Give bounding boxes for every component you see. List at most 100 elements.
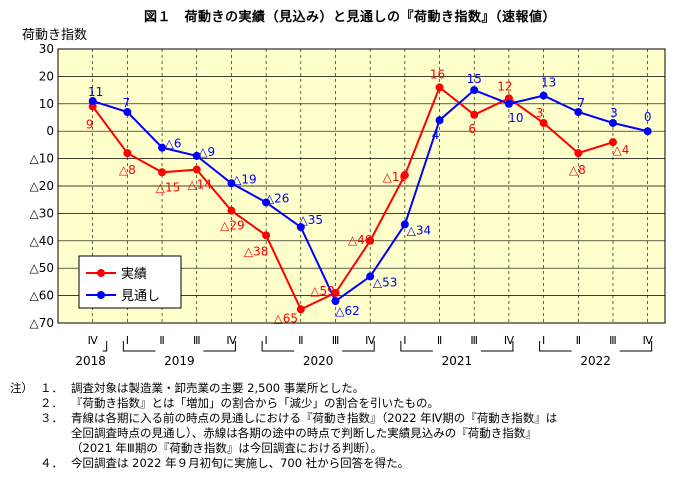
data-label: △8	[119, 163, 136, 177]
data-label: △4	[613, 143, 630, 157]
footnote-line: 注） １． 調査対象は製造業・卸売業の主要 2,500 事業所とした。	[10, 381, 695, 396]
data-label: △9	[198, 145, 215, 159]
footnote-number: １．	[40, 381, 63, 395]
year-bracket	[102, 341, 108, 352]
data-label: △8	[569, 163, 586, 177]
data-labels: 9 △8 △15 △14 △29 △38 △65 △59 △40 △16 16 6 12 3 △8 △4 11 7…	[86, 67, 652, 325]
data-point	[123, 149, 132, 158]
year-label: 2019	[164, 354, 195, 368]
year-bracket	[122, 341, 156, 352]
x-tick-label: Ⅳ	[226, 334, 237, 347]
data-label: 16	[430, 67, 445, 81]
y-tick-label: △30	[30, 206, 55, 220]
series-points	[88, 83, 652, 314]
legend-marker-1	[97, 291, 105, 299]
y-axis: 30 20 10 0 △10 △20 △30 △40 △50 △60 △70	[30, 42, 55, 330]
data-label: 15	[467, 72, 482, 86]
data-label: 13	[541, 76, 556, 90]
data-label: △26	[265, 191, 290, 205]
footnote-text: （2021 年Ⅲ期の『荷動き指数』は今回調査における判断）。	[71, 441, 383, 455]
data-point	[296, 223, 305, 232]
footnote-line: ４． 今回調査は 2022 年９月初旬に実施し、700 社から回答を得た。	[10, 456, 695, 471]
data-label: 12	[497, 79, 512, 93]
year-bracket	[342, 341, 375, 352]
y-tick-label: △40	[30, 234, 55, 248]
footnote-text: 『荷動き指数』とは「増加」の割合から「減少」の割合を引いたもの。	[71, 396, 439, 410]
data-label: △16	[383, 170, 408, 184]
data-point	[435, 116, 444, 125]
data-point	[331, 297, 340, 306]
data-point	[539, 118, 548, 127]
year-bracket	[619, 341, 653, 352]
data-point	[158, 168, 167, 177]
data-label: △53	[373, 275, 398, 289]
legend-label-1: 見通し	[121, 289, 160, 304]
legend-label-0: 実績	[121, 266, 147, 282]
x-tick-label: Ⅱ	[159, 334, 164, 347]
data-label: △6	[165, 137, 182, 151]
data-point	[227, 179, 236, 188]
x-tick-label: Ⅰ	[126, 334, 129, 347]
data-label: 9	[86, 118, 94, 132]
x-tick-label: Ⅳ	[88, 334, 99, 347]
data-point	[158, 143, 167, 152]
y-tick-label: △50	[30, 261, 55, 275]
data-point	[262, 198, 271, 207]
data-point	[574, 149, 583, 158]
data-point	[400, 171, 409, 180]
data-point	[366, 272, 375, 281]
data-label: △62	[335, 304, 360, 318]
footnote-prefix	[10, 396, 40, 411]
data-label: △34	[407, 223, 432, 237]
series-line-0	[91, 85, 614, 311]
footnote-text: 今回調査は 2022 年９月初旬に実施し、700 社から回答を得た。	[71, 456, 410, 470]
footnote-prefix	[10, 456, 40, 471]
data-label: △40	[348, 233, 373, 247]
footnote-line: ２． 『荷動き指数』とは「増加」の割合から「減少」の割合を引いたもの。	[10, 396, 695, 411]
year-bracket	[203, 341, 236, 352]
figure-title: 図１ 荷動きの実績（見込み）と見通しの『荷動き指数』（速報値）	[143, 10, 556, 25]
data-point	[504, 99, 513, 108]
footnote-line: 全回調査時点の見通し）、赤線は各期の途中の時点で判断した実績見込みの『荷動き指数…	[10, 426, 695, 441]
x-tick-label: Ⅳ	[643, 334, 654, 347]
data-label: 0	[644, 110, 652, 124]
data-label: 11	[88, 85, 103, 99]
x-tick-label: Ⅰ	[264, 334, 267, 347]
footnote-text: 青線は各期に入る前の時点の見通しにおける『荷動き指数』（2022 年Ⅳ期の『荷動…	[71, 411, 558, 425]
footnote-number: ３．	[40, 411, 63, 425]
x-tick-label: Ⅱ	[437, 334, 442, 347]
data-label: △35	[299, 213, 324, 227]
data-point	[366, 236, 375, 245]
footnote-line: （2021 年Ⅲ期の『荷動き指数』は今回調査における判断）。	[10, 441, 695, 456]
x-tick-label: Ⅱ	[298, 334, 303, 347]
footnote-prefix: 注）	[10, 381, 33, 395]
data-point	[88, 102, 97, 111]
x-tick-label: Ⅱ	[576, 334, 581, 347]
data-label: 7	[123, 96, 131, 110]
data-point	[435, 83, 444, 92]
data-point	[123, 108, 132, 117]
x-tick-label: Ⅲ	[470, 334, 478, 347]
footnote-prefix	[10, 411, 40, 426]
x-tick-label: Ⅳ	[504, 334, 515, 347]
x-tick-label: Ⅳ	[365, 334, 376, 347]
year-bracket	[480, 341, 514, 352]
data-label: 6	[468, 122, 476, 136]
y-tick-label: △70	[30, 316, 55, 330]
y-tick-label: 30	[39, 42, 54, 56]
data-point	[262, 231, 271, 240]
data-label: 4	[432, 128, 440, 142]
year-label: 2022	[580, 354, 611, 368]
footnote-number: ２．	[40, 396, 63, 410]
y-tick-label: △20	[30, 179, 55, 193]
data-point	[608, 138, 617, 147]
footnote-text: 調査対象は製造業・卸売業の主要 2,500 事業所とした。	[71, 381, 365, 395]
y-tick-label: 10	[39, 97, 54, 111]
x-tick-label: Ⅲ	[609, 334, 617, 347]
data-point	[539, 91, 548, 100]
data-point	[504, 94, 513, 103]
data-point	[296, 305, 305, 314]
data-label: △65	[274, 311, 299, 325]
